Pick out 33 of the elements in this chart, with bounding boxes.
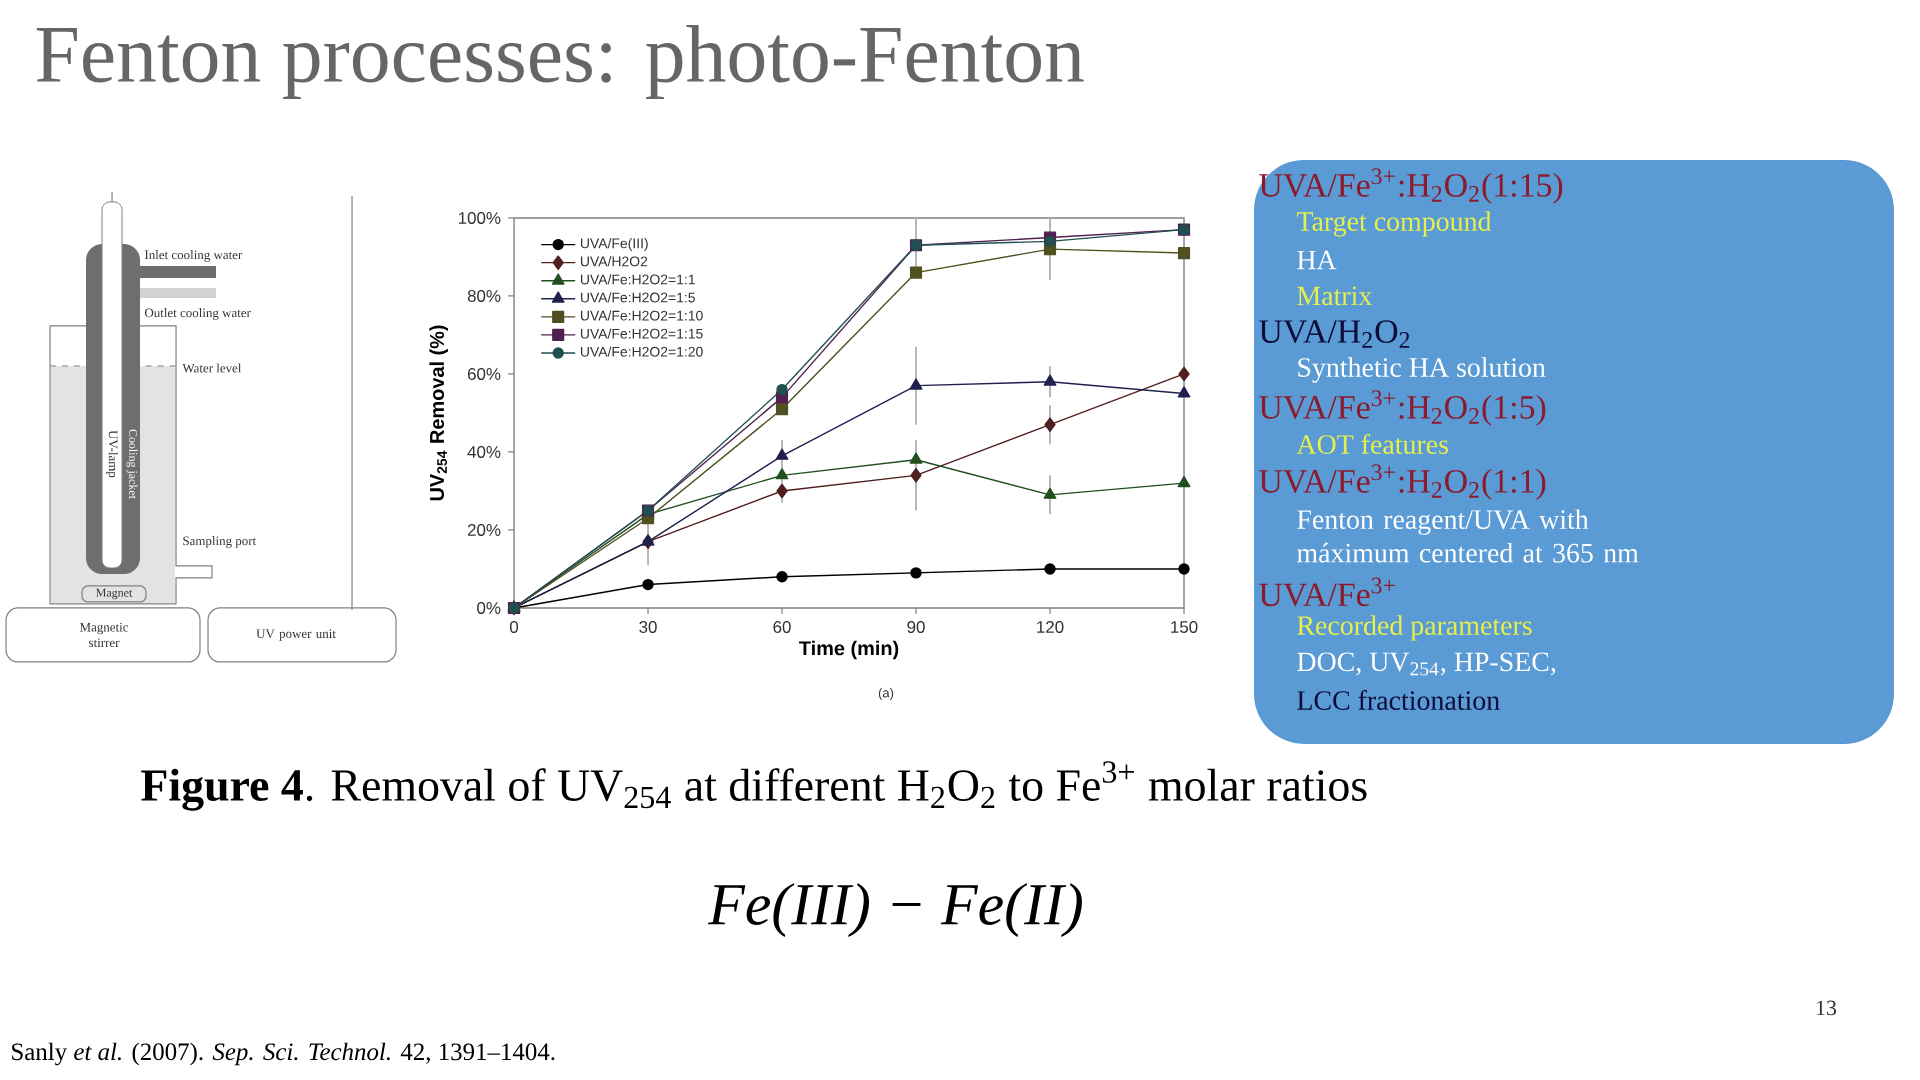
- text: UVA/Fe$^{3+}$: [1259, 577, 1395, 607]
- text: Synthetic HA solution: [1298, 357, 1546, 383]
- text: UVA/Fe$^{3+}$:H$_{2}$O$_{2}$(1:15): [1259, 168, 1563, 204]
- y-tick-label: 80%: [467, 289, 501, 302]
- y-axis-title: UV$_{254}$ Removal (%): [429, 325, 448, 501]
- y-tick-label: 40%: [467, 445, 501, 458]
- x-tick-label: 30: [639, 621, 657, 633]
- x-axis-title: Time (min): [799, 640, 899, 660]
- text: Target compound: [1296, 211, 1492, 237]
- y-tick-label: 0%: [477, 601, 501, 614]
- text: 13: [1816, 1000, 1837, 1016]
- text: Sanly et al. (2007). Sep. Sci. Technol. 42, 1391–1404.: [12, 1042, 555, 1066]
- x-tick-label: 150: [1171, 621, 1198, 633]
- text: LCC fractionation: [1297, 690, 1500, 710]
- text: DOC, UV$_{254}$, HP-SEC,: [1297, 652, 1556, 676]
- text: Recorded parameters: [1297, 615, 1532, 641]
- text: UVA/Fe$^{3+}$:H$_{2}$O$_{2}$(1:1): [1259, 464, 1546, 500]
- x-tick-label: 60: [773, 621, 791, 633]
- y-tick-label: 20%: [467, 523, 501, 536]
- text: Figure 4. Removal of UV$_{254}$ at different H$_{2}$O$_{2}$ to Fe$^{3+}$ molar ratios: [141, 761, 1367, 811]
- text: Matrix: [1297, 286, 1373, 306]
- text: AOT features: [1296, 434, 1448, 454]
- y-tick-label: 60%: [467, 367, 501, 380]
- text: UVA/H$_{2}$O$_{2}$: [1259, 320, 1410, 348]
- x-tick-label: 120: [1037, 621, 1064, 633]
- x-tick-label: 0: [509, 621, 519, 633]
- x-tick-label: 90: [907, 621, 925, 633]
- text: HA: [1297, 250, 1337, 270]
- text: UVA/Fe$^{3+}$:H$_{2}$O$_{2}$(1:5): [1259, 390, 1546, 426]
- y-tick-label: 100%: [458, 211, 501, 224]
- chart-title: Fenton processes: photo-Fenton: [36, 24, 1084, 99]
- text: Fe(III) − Fe(II): [707, 882, 1082, 938]
- text: Fenton reagent/UVA with máximum centered at 365 nm: [1297, 509, 1639, 563]
